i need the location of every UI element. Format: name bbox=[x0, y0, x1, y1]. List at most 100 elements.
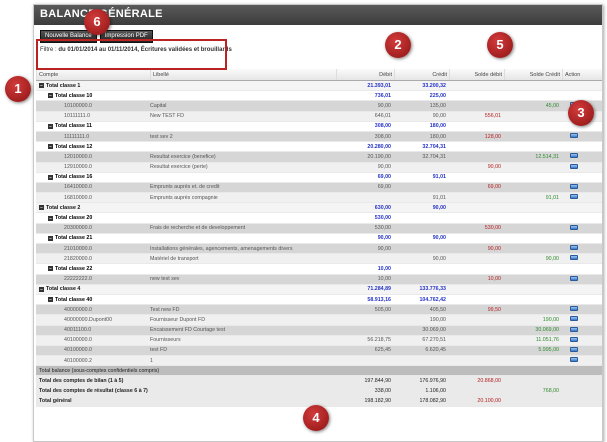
collapse-toggle-icon[interactable] bbox=[39, 286, 44, 292]
table-row[interactable]: 12010000.0 Resultat exercice (benefice) 20… bbox=[36, 152, 602, 163]
edit-entry-icon[interactable] bbox=[570, 163, 578, 169]
cell-debit: 736,01 bbox=[374, 92, 391, 99]
edit-entry-icon[interactable] bbox=[570, 316, 578, 322]
edit-entry-icon[interactable] bbox=[570, 133, 578, 139]
cell-balance-debit: 69,00 bbox=[487, 184, 501, 191]
table-row-total: Total classe 12 20.280,00 32.704,31 bbox=[36, 142, 602, 153]
collapse-toggle-icon[interactable] bbox=[48, 93, 53, 99]
collapse-toggle-icon[interactable] bbox=[39, 205, 44, 211]
table-row[interactable]: 20300000.0 Frais de recherche et de devel… bbox=[36, 223, 602, 234]
cell-debit: 646,01 bbox=[374, 113, 391, 120]
table-row[interactable]: 12910000.0 Resultat exercice (perte) 90,00… bbox=[36, 162, 602, 173]
account-text: 20300000.0 bbox=[64, 225, 92, 232]
cell-account: Total classe 16 bbox=[36, 174, 150, 180]
table-row-total: Total classe 16 69,00 91,01 bbox=[36, 173, 602, 183]
cell-account: 40100000.0 bbox=[36, 337, 150, 343]
table-row[interactable]: 21820000.0 Matériel de transport 90,00 90,0… bbox=[36, 254, 602, 265]
cell-balance-debit: 99,50 bbox=[487, 306, 501, 313]
summary-debit: 198.182,90 bbox=[364, 398, 391, 405]
edit-entry-icon[interactable] bbox=[570, 183, 578, 189]
cell-balance-credit: 11.051,76 bbox=[535, 337, 559, 344]
table-row[interactable]: 11111111.0 test sev 2 308,00 180,00 128,00 bbox=[36, 131, 602, 143]
table-row[interactable]: 40011100.0 Encaissement FD Courtage test 3… bbox=[36, 325, 602, 336]
table-row[interactable]: 21010000.0 Installations générales, agenc… bbox=[36, 244, 602, 255]
edit-entry-icon[interactable] bbox=[570, 326, 578, 332]
cell-balance-credit: 30.069,00 bbox=[535, 327, 559, 334]
cell-debit: 505,00 bbox=[374, 306, 391, 313]
collapse-toggle-icon[interactable] bbox=[48, 144, 53, 150]
summary-debit: 338,00 bbox=[374, 388, 391, 395]
summary-debit: 197.844,90 bbox=[364, 378, 391, 385]
cell-label: new test sev bbox=[150, 276, 180, 283]
edit-entry-icon[interactable] bbox=[570, 346, 578, 352]
table-row[interactable]: 16410000.0 Emprunts auprès et. de credit 6… bbox=[36, 182, 602, 194]
table-row[interactable]: 10100000.0 Capital 90,00 135,00 45,00 bbox=[36, 101, 602, 112]
col-balance-credit[interactable]: Solde Crédit bbox=[504, 69, 562, 80]
cell-label: Resultat exercice (perte) bbox=[150, 164, 208, 171]
cell-action bbox=[562, 183, 600, 191]
print-pdf-button[interactable]: Impression PDF bbox=[99, 29, 153, 43]
cell-account: Total classe 10 bbox=[36, 93, 150, 99]
cell-debit: 308,00 bbox=[374, 133, 391, 140]
cell-label: Capital bbox=[150, 102, 167, 109]
collapse-toggle-icon[interactable] bbox=[48, 266, 53, 272]
edit-entry-icon[interactable] bbox=[570, 357, 578, 363]
cell-credit: 30.069,00 bbox=[422, 327, 446, 334]
summary-credit: 178.082,90 bbox=[419, 398, 446, 405]
cell-account: 40011100.0 bbox=[36, 327, 150, 333]
summary-credit: 176.976,90 bbox=[419, 378, 446, 385]
col-balance-debit[interactable]: Solde débit bbox=[449, 69, 504, 80]
edit-entry-icon[interactable] bbox=[570, 194, 578, 200]
cell-balance-debit: 90,00 bbox=[487, 245, 501, 252]
table-row[interactable]: 40100000.2 1 bbox=[36, 356, 602, 367]
table-row[interactable]: 10111111.0 New TEST FD 646,01 90,00 556,01 bbox=[36, 111, 602, 122]
collapse-toggle-icon[interactable] bbox=[48, 297, 53, 303]
col-credit[interactable]: Crédit bbox=[394, 69, 449, 80]
account-text: Total classe 20 bbox=[55, 215, 93, 222]
edit-entry-icon[interactable] bbox=[570, 153, 578, 159]
table-row-total: Total classe 22 10,00 bbox=[36, 264, 602, 275]
edit-entry-icon[interactable] bbox=[570, 306, 578, 312]
edit-entry-icon[interactable] bbox=[570, 336, 578, 342]
collapse-toggle-icon[interactable] bbox=[48, 215, 53, 221]
cell-credit: 90,00 bbox=[432, 255, 446, 262]
account-text: Total classe 2 bbox=[46, 204, 81, 211]
cell-label: Matériel de transport bbox=[150, 255, 199, 262]
collapse-toggle-icon[interactable] bbox=[48, 235, 53, 241]
table-totals: Total balance (sous-comptes confidentiel… bbox=[36, 366, 602, 407]
collapse-toggle-icon[interactable] bbox=[48, 174, 53, 180]
table-row[interactable]: 40100000.0 Fournisseurs 56.218,75 67.270,51… bbox=[36, 335, 602, 346]
cell-balance-credit: 45,00 bbox=[545, 102, 559, 109]
col-debit[interactable]: Débit bbox=[336, 69, 394, 80]
cell-debit: 10,00 bbox=[377, 265, 391, 272]
table-row[interactable]: 40000000.Dupont00 Fournisseur Dupont FD 19… bbox=[36, 315, 602, 326]
account-text: 10111111.0 bbox=[64, 113, 91, 120]
cell-action bbox=[562, 306, 600, 313]
collapse-toggle-icon[interactable] bbox=[48, 123, 53, 129]
account-text: 16410000.0 bbox=[64, 184, 92, 191]
account-text: 22222222.0 bbox=[64, 276, 92, 283]
table-row[interactable]: 22222222.0 new test sev 10,00 10,00 bbox=[36, 274, 602, 285]
balance-table: Compte Libellé Débit Crédit Solde débit … bbox=[36, 69, 602, 407]
table-row[interactable]: 40100000.0 test FD 625,45 6.620,45 5.995,00 bbox=[36, 345, 602, 357]
edit-entry-icon[interactable] bbox=[570, 275, 578, 281]
table-row[interactable]: 40000000.0 Test new FD 505,00 405,50 99,50 bbox=[36, 305, 602, 316]
cell-debit: 20.280,00 bbox=[367, 143, 391, 150]
account-text: 12910000.0 bbox=[64, 164, 92, 171]
edit-entry-icon[interactable] bbox=[570, 255, 578, 261]
col-account[interactable]: Compte bbox=[36, 69, 150, 80]
account-text: Total classe 40 bbox=[55, 296, 93, 303]
cell-credit: 90,00 bbox=[432, 113, 446, 120]
cell-action bbox=[562, 316, 600, 323]
cell-label: 1 bbox=[150, 357, 153, 364]
edit-entry-icon[interactable] bbox=[570, 224, 578, 230]
col-label[interactable]: Libellé bbox=[150, 69, 336, 80]
cell-label: Installations générales, agencements, am… bbox=[150, 245, 293, 252]
cell-balance-debit: 90,00 bbox=[487, 164, 501, 171]
cell-credit: 405,50 bbox=[429, 306, 446, 313]
collapse-toggle-icon[interactable] bbox=[39, 83, 44, 89]
cell-label: Fournisseur Dupont FD bbox=[150, 316, 206, 323]
edit-entry-icon[interactable] bbox=[570, 245, 578, 251]
table-row[interactable]: 16810000.0 Emprunts auprès compagnie 91,01… bbox=[36, 193, 602, 204]
